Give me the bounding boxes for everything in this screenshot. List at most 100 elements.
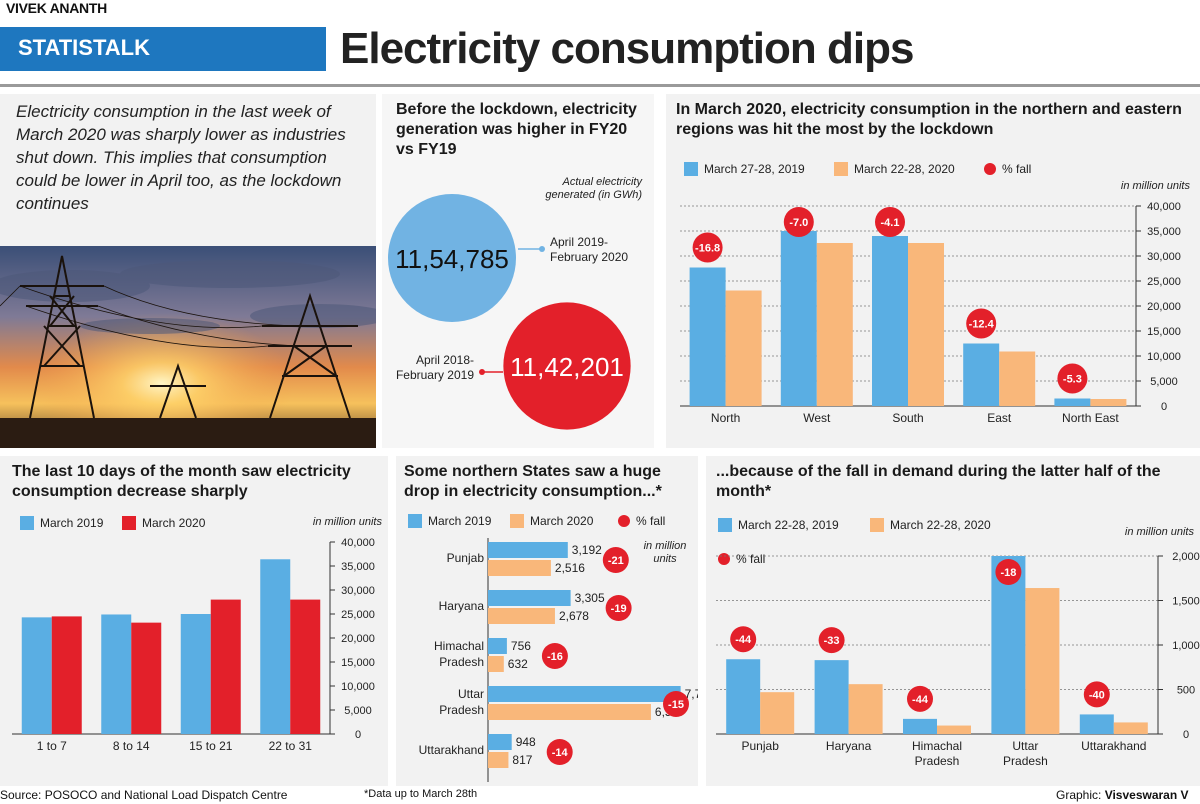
- bar-second-series: [131, 622, 162, 734]
- bar-second-series: [937, 725, 971, 734]
- bar-first-series: [903, 718, 937, 734]
- pct-fall-label: -19: [611, 603, 627, 615]
- regional-legend-2020: March 22-28, 2020: [834, 162, 955, 176]
- footnote: *Data up to March 28th: [364, 788, 478, 800]
- pct-fall-label: -7.0: [789, 217, 808, 229]
- demand-legend-2019: March 22-28, 2019: [718, 518, 839, 532]
- hbar-value-label: 3,305: [575, 591, 605, 605]
- bubble-fy19: [503, 302, 631, 430]
- x-tick-label: 15 to 21: [189, 739, 233, 753]
- legend-label: March 2019: [40, 516, 104, 530]
- generation-bubble-chart: 11,54,785 April 2019-February 2020 11,42,2…: [388, 194, 631, 430]
- legend-dot: [984, 163, 996, 175]
- bar-second-series: [210, 599, 241, 734]
- header-rule: [0, 84, 1200, 87]
- state-label: Uttar Pradesh: [439, 687, 484, 717]
- hbar-second-series: [488, 704, 651, 720]
- bar-first-series: [780, 231, 817, 406]
- states-demand-bar-chart: 0 500 1,000 1,500 2,000 Punjab -44 Haryana -33 Hi…: [716, 551, 1200, 768]
- bubble-fy20-value: 11,54,785: [395, 244, 509, 274]
- intro-text: Electricity consumption in the last week…: [16, 102, 346, 213]
- pct-fall-badge: [875, 207, 905, 237]
- hbar-first-series: [488, 686, 681, 702]
- legend-label: March 2020: [142, 516, 206, 530]
- pct-fall-label: -44: [735, 634, 752, 646]
- x-tick-label: West: [803, 411, 831, 425]
- bar-second-series: [848, 684, 883, 734]
- hbar-value-label: 948: [516, 735, 536, 749]
- pct-fall-badge: [663, 691, 689, 717]
- x-tick-label: 8 to 14: [113, 739, 150, 753]
- x-tick-label: Uttar Pradesh: [1003, 739, 1048, 768]
- bar-first-series: [991, 556, 1026, 734]
- x-tick-label: East: [987, 411, 1012, 425]
- pct-fall-badge: [546, 739, 573, 765]
- y-tick-label: 40,000: [1147, 201, 1181, 213]
- bar-second-series: [760, 692, 795, 734]
- hbar-first-series: [488, 542, 568, 558]
- state-label: Himachal Pradesh: [434, 639, 484, 669]
- hbar-value-label: 2,516: [555, 561, 585, 575]
- y-tick-label: 25,000: [341, 609, 375, 621]
- pct-fall-label: -12.4: [969, 319, 995, 331]
- pct-fall-label: -5.3: [1063, 374, 1082, 386]
- demand-unit: in million units: [1124, 526, 1194, 538]
- pct-fall-badge: [818, 627, 845, 654]
- state-label: Punjab: [447, 551, 485, 565]
- x-tick-label: 22 to 31: [269, 739, 313, 753]
- bar-second-series: [725, 290, 762, 406]
- x-tick-label: Himachal Pradesh: [912, 739, 962, 768]
- states-legend-2020: March 2020: [510, 514, 593, 528]
- x-tick-label: 1 to 7: [37, 739, 67, 753]
- legend-swatch: [718, 518, 732, 532]
- hbar-second-series: [488, 752, 509, 768]
- y-tick-label: 25,000: [1147, 276, 1181, 288]
- pct-fall-badge: [730, 626, 757, 653]
- legend-dot: [618, 515, 630, 527]
- bar-first-series: [872, 236, 908, 406]
- credit-name: Visveswaran V: [1104, 788, 1189, 802]
- pct-fall-label: -14: [552, 747, 569, 759]
- legend-label: March 2019: [428, 514, 492, 528]
- states-horizontal-bar-chart: Punjab 3,192 2,516 -21 Haryana 3,305 2,678 -19 H…: [419, 538, 698, 782]
- y-tick-label: 10,000: [1147, 351, 1181, 363]
- weekly-legend-2020: March 2020: [122, 516, 205, 530]
- y-tick-label: 500: [1177, 685, 1195, 697]
- bar-first-series: [726, 659, 761, 734]
- legend-label: March 2020: [530, 514, 594, 528]
- state-label: Uttarakhand: [419, 743, 484, 757]
- y-tick-label: 15,000: [1147, 326, 1181, 338]
- pct-fall-badge: [1057, 363, 1088, 394]
- x-tick-label: North East: [1062, 411, 1119, 425]
- generation-note: Actual electricity generated (in GWh): [545, 176, 642, 201]
- hbar-first-series: [488, 734, 512, 750]
- pct-fall-label: -33: [824, 635, 840, 647]
- source-note: Source: POSOCO and National Load Dispatc…: [0, 788, 288, 802]
- graphic-credit: Graphic: Visveswaran V: [1056, 788, 1189, 802]
- bar-second-series: [1113, 722, 1148, 734]
- y-tick-label: 20,000: [341, 633, 375, 645]
- legend-label: % fall: [636, 514, 666, 528]
- bar-first-series: [963, 343, 1000, 406]
- pct-fall-badge: [692, 232, 723, 263]
- demand-legend-2020: March 22-28, 2020: [870, 518, 991, 532]
- author-byline: VIVEK ANANTH: [6, 0, 107, 16]
- pct-fall-label: -16.8: [695, 243, 720, 255]
- y-tick-label: 5,000: [1150, 376, 1178, 388]
- hbar-value-label: 7,705: [685, 687, 698, 701]
- legend-label: % fall: [1002, 162, 1032, 176]
- x-tick-label: South: [892, 411, 923, 425]
- bubble-fy19-value: 11,42,201: [510, 352, 624, 382]
- pct-fall-label: -21: [608, 555, 624, 567]
- pct-fall-badge: [602, 547, 629, 573]
- hbar-value-label: 3,192: [572, 543, 602, 557]
- pct-fall-label: -15: [668, 699, 684, 711]
- state-label: Haryana: [439, 599, 485, 613]
- legend-label: March 22-28, 2019: [738, 518, 839, 532]
- x-tick-label: North: [711, 411, 740, 425]
- bar-second-series: [51, 616, 82, 734]
- bar-first-series: [180, 614, 211, 734]
- pct-fall-label: -40: [1089, 689, 1105, 701]
- y-tick-label: 2,000: [1172, 551, 1200, 563]
- weekly-title: The last 10 days of the month saw electr…: [12, 463, 351, 500]
